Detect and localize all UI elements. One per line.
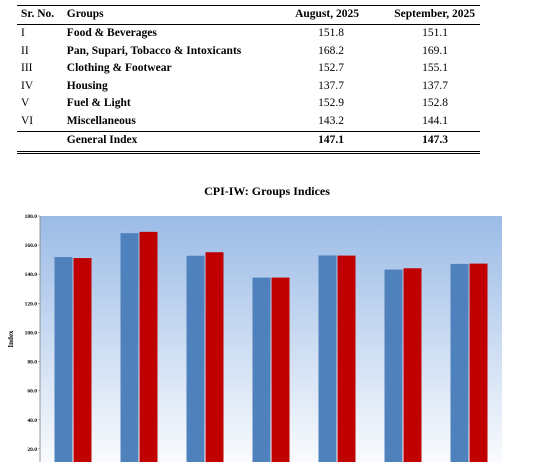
groups-index-table: Sr. No. Groups August, 2025 September, 2…	[17, 5, 480, 154]
row-august: 151.8	[318, 27, 344, 39]
header-august: August, 2025	[295, 8, 359, 21]
row-group: Fuel & Light	[66, 97, 131, 110]
y-tick-label: 160.0	[25, 243, 38, 249]
total-group: General Index	[66, 134, 138, 147]
bar-series2-6	[469, 263, 488, 462]
table-row: I Food & Beverages 151.8 151.1	[17, 25, 480, 43]
row-group: Pan, Supari, Tobacco & Intoxicants	[66, 44, 242, 57]
bar-series2-1	[139, 231, 158, 462]
row-september: 144.1	[422, 114, 448, 127]
y-tick-label: 180.0	[25, 214, 38, 220]
row-group: Miscellaneous	[66, 114, 136, 127]
table-row: II Pan, Supari, Tobacco & Intoxicants 16…	[17, 43, 480, 61]
table-total-row: General Index 147.1 147.3	[17, 131, 480, 153]
chart-title: CPI-IW: Groups Indices	[204, 184, 330, 198]
bar-series2-4	[337, 255, 356, 462]
row-sr-no: V	[21, 97, 30, 110]
bar-series1-3	[252, 277, 271, 462]
row-september: 155.1	[422, 62, 448, 75]
table-header-row: Sr. No. Groups August, 2025 September, 2…	[17, 5, 480, 25]
row-group: Housing	[66, 79, 108, 92]
row-august: 143.2	[318, 114, 344, 127]
row-september: 152.8	[422, 97, 448, 110]
table-row: VI Miscellaneous 143.2 144.1	[17, 113, 480, 131]
y-axis-label: Index	[7, 330, 15, 348]
row-august: 137.7	[318, 79, 344, 92]
bar-series1-5	[384, 269, 403, 462]
y-tick-label: 40.0	[27, 418, 37, 424]
bar-series1-2	[186, 255, 205, 462]
plot-area	[40, 216, 502, 462]
row-sr-no: VI	[21, 114, 34, 127]
row-group: Food & Beverages	[66, 27, 157, 39]
bar-series1-6	[450, 263, 469, 462]
row-august: 168.2	[318, 44, 344, 57]
row-sr-no: IV	[21, 79, 34, 92]
y-tick-label: 100.0	[25, 330, 38, 336]
bar-series1-1	[120, 233, 139, 462]
bar-series2-2	[205, 252, 224, 462]
y-tick-label: 120.0	[25, 301, 38, 307]
row-september: 151.1	[422, 27, 448, 39]
total-september: 147.3	[422, 134, 448, 147]
row-august: 152.7	[318, 62, 344, 75]
y-tick-label: 20.0	[27, 447, 37, 453]
table-row: IV Housing 137.7 137.7	[17, 78, 480, 96]
bar-series1-4	[318, 255, 337, 462]
y-tick-label: 60.0	[27, 389, 37, 395]
bar-series2-3	[271, 277, 290, 462]
bar-series2-0	[73, 258, 92, 462]
total-august: 147.1	[318, 134, 344, 147]
row-august: 152.9	[318, 97, 344, 110]
bar-series2-5	[403, 268, 422, 462]
y-tick-label: 140.0	[25, 272, 38, 278]
row-september: 169.1	[422, 44, 448, 57]
table-row: III Clothing & Footwear 152.7 155.1	[17, 60, 480, 78]
row-sr-no: II	[21, 44, 29, 57]
header-sr-no: Sr. No.	[21, 8, 55, 21]
bar-series1-0	[54, 257, 73, 462]
row-group: Clothing & Footwear	[66, 62, 172, 75]
header-groups: Groups	[66, 8, 104, 21]
table-row: V Fuel & Light 152.9 152.8	[17, 95, 480, 113]
y-tick-label: 80.0	[27, 360, 37, 366]
row-september: 137.7	[422, 79, 448, 92]
row-sr-no: III	[21, 62, 33, 75]
header-september: September, 2025	[394, 8, 475, 21]
row-sr-no: I	[21, 27, 25, 39]
